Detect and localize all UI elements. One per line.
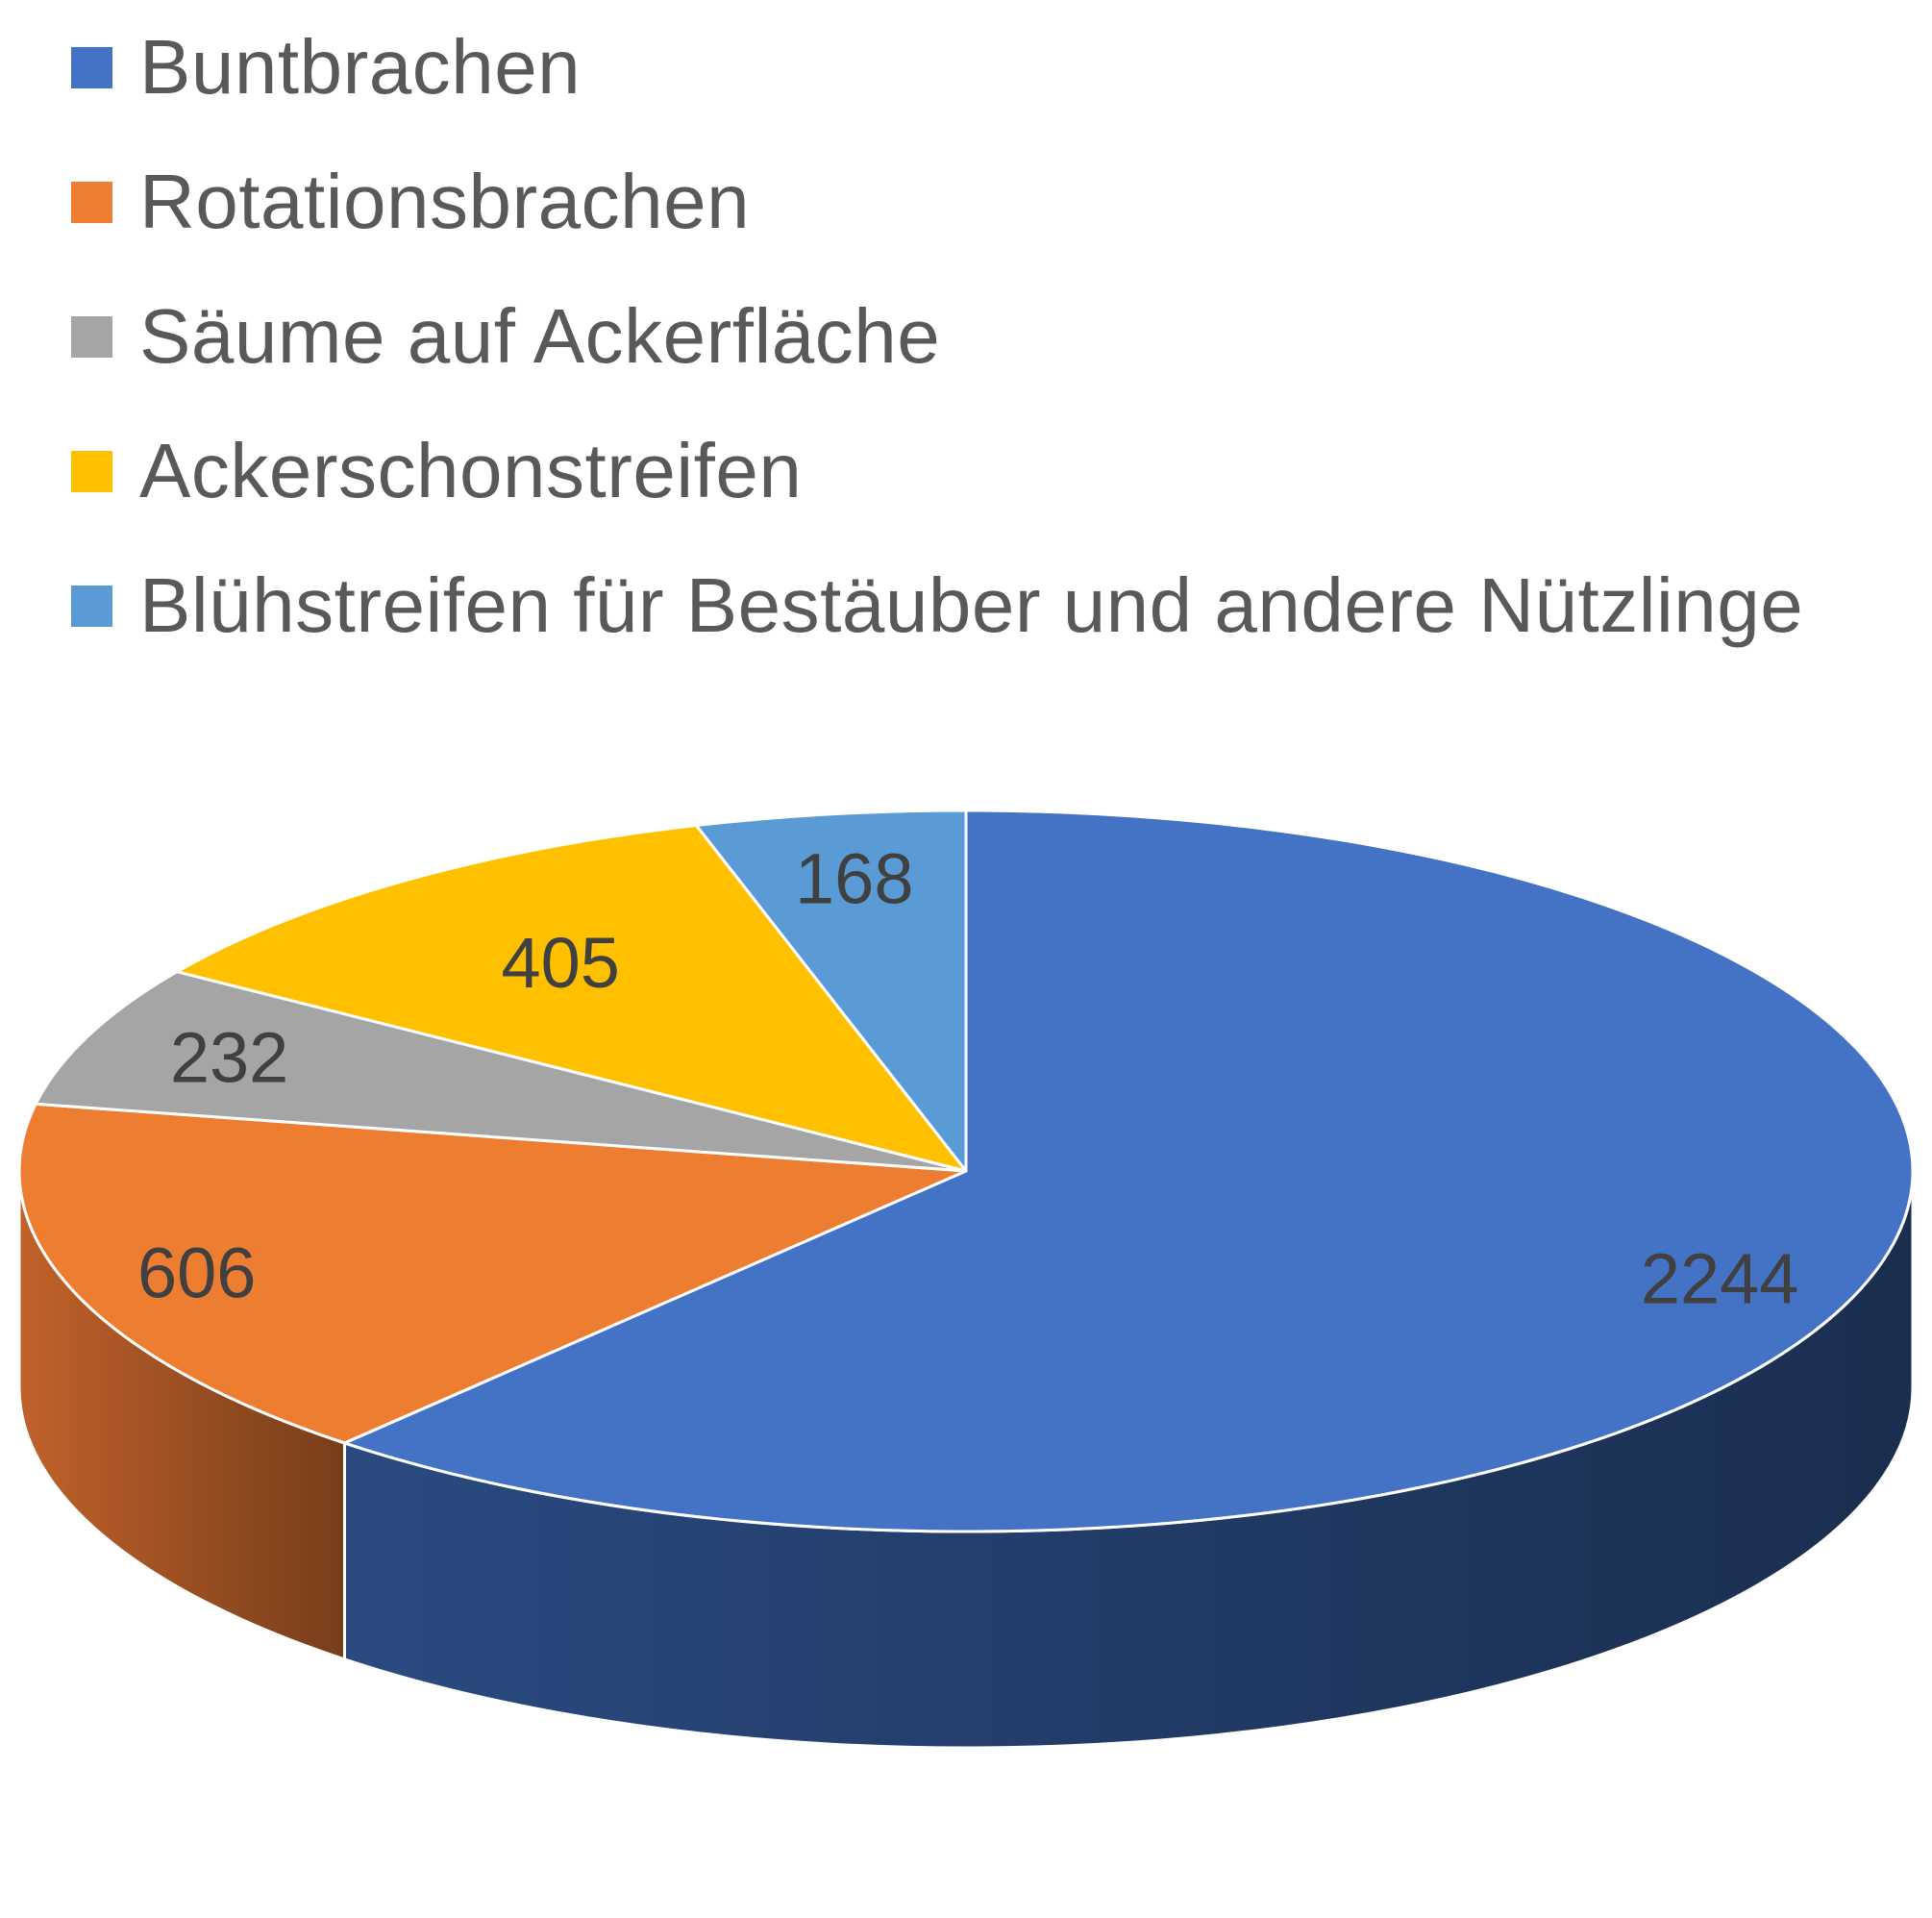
data-label-ackerschonstreifen: 405 [501, 923, 619, 1003]
legend-swatch-saeume [71, 315, 112, 358]
pie-slice-saeume [34, 970, 968, 1173]
data-label-rotationsbrachen: 606 [137, 1233, 256, 1313]
legend-label-bluehstreifen: Blühstreifen für Bestäuber und andere Nü… [139, 562, 1804, 648]
data-label-buntbrachen: 2244 [1641, 1239, 1799, 1319]
legend-swatch-ackerschonstreifen [71, 450, 112, 492]
legend-item-ackerschonstreifen: Ackerschonstreifen [71, 404, 1803, 538]
pie-slice-rotationsbrachen [17, 1102, 968, 1445]
pie-slice-ackerschonstreifen [175, 824, 968, 1173]
data-label-saeume: 232 [170, 1017, 288, 1097]
legend-swatch-rotationsbrachen [71, 181, 112, 223]
pie-slice-bluehstreifen [694, 809, 968, 1173]
legend-label-ackerschonstreifen: Ackerschonstreifen [139, 428, 803, 513]
legend-swatch-buntbrachen [71, 46, 112, 88]
legend-label-saeume: Säume auf Ackerfläche [139, 293, 941, 379]
pie-slice-buntbrachen [342, 809, 1915, 1533]
legend-label-rotationsbrachen: Rotationsbrachen [139, 159, 751, 244]
legend-item-saeume: Säume auf Ackerfläche [71, 269, 1803, 404]
legend-label-buntbrachen: Buntbrachen [139, 24, 582, 110]
legend-swatch-bluehstreifen [71, 585, 112, 627]
legend-item-rotationsbrachen: Rotationsbrachen [71, 135, 1803, 269]
legend-item-bluehstreifen: Blühstreifen für Bestäuber und andere Nü… [71, 538, 1803, 673]
chart-legend: Buntbrachen Rotationsbrachen Säume auf A… [71, 0, 1803, 673]
legend-item-buntbrachen: Buntbrachen [71, 0, 1803, 135]
data-label-bluehstreifen: 168 [795, 839, 913, 919]
